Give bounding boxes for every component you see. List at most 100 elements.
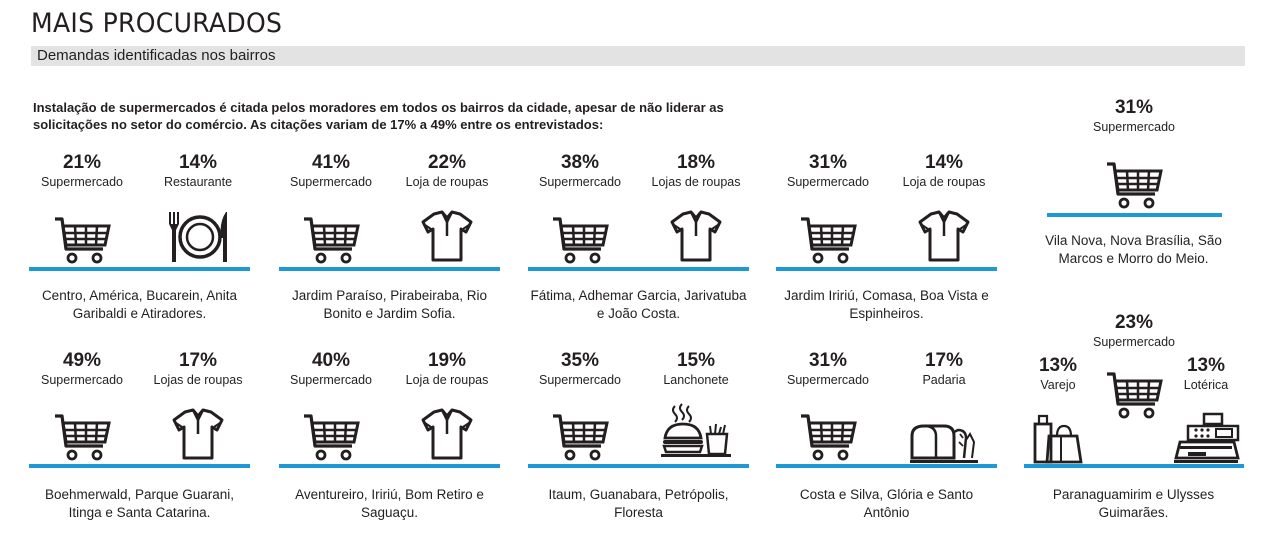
polo-shirt-icon xyxy=(419,210,475,267)
shopping-cart-icon xyxy=(799,215,857,268)
stat-item: 41% Supermercado xyxy=(271,152,391,190)
intro-text: Instalação de supermercados é citada pel… xyxy=(33,100,724,132)
shopping-cart-icon xyxy=(53,412,111,465)
stat-item: 13% Lotérica xyxy=(1146,355,1266,393)
stat-item: 35% Supermercado xyxy=(520,350,640,388)
stat-category-label: Supermercado xyxy=(539,175,621,189)
stat-item: 23% Supermercado xyxy=(1074,312,1194,350)
bread-loaf-icon xyxy=(908,418,980,469)
stat-category-label: Loja de roupas xyxy=(902,175,986,189)
stat-category-label: Padaria xyxy=(922,373,966,387)
divider-line xyxy=(29,267,250,271)
stat-item: 19% Loja de roupas xyxy=(387,350,507,388)
page-title: MAIS PROCURADOS xyxy=(31,8,283,39)
neighborhood-list: Aventureiro, Iririú, Bom Retiro e Saguaç… xyxy=(295,487,484,520)
stat-item: 31% Supermercado xyxy=(1074,97,1194,135)
polo-shirt-icon xyxy=(419,408,475,465)
neighborhood-list: Fátima, Adhemar Garcia, Jarivatuba e Joã… xyxy=(530,288,747,321)
neighborhood-list: Paranaguamirim e Ulysses Guimarães. xyxy=(1052,487,1215,520)
neighborhood-list: Vila Nova, Nova Brasília, São Marcos e M… xyxy=(1045,233,1222,266)
stat-percentage: 21% xyxy=(62,152,102,173)
stat-item: 49% Supermercado xyxy=(22,350,142,388)
stat-percentage: 23% xyxy=(1114,312,1154,333)
stat-category-label: Supermercado xyxy=(787,373,869,387)
shopping-cart-icon xyxy=(551,412,609,465)
stat-percentage: 40% xyxy=(311,350,351,371)
divider-line xyxy=(279,267,500,271)
neighborhood-list: Boehmerwald, Parque Guarani, Itinga e Sa… xyxy=(44,487,235,520)
stat-item: 38% Supermercado xyxy=(520,152,640,190)
divider-line xyxy=(776,464,997,468)
divider-line xyxy=(29,464,250,468)
page-subtitle: Demandas identificadas nos bairros xyxy=(37,47,276,64)
stat-category-label: Supermercado xyxy=(290,175,372,189)
neighborhood-list: Costa e Silva, Glória e Santo Antônio xyxy=(799,487,974,520)
stat-percentage: 41% xyxy=(311,152,351,173)
stat-category-label: Supermercado xyxy=(1093,335,1175,349)
stat-percentage: 17% xyxy=(924,350,964,371)
stat-percentage: 22% xyxy=(427,152,467,173)
shopping-cart-icon xyxy=(302,412,360,465)
stat-category-label: Varejo xyxy=(1040,378,1076,392)
stat-item: 13% Varejo xyxy=(998,355,1118,393)
divider-line xyxy=(1024,464,1244,468)
stat-percentage: 49% xyxy=(62,350,102,371)
stat-percentage: 38% xyxy=(560,152,600,173)
polo-shirt-icon xyxy=(916,210,972,267)
stat-item: 22% Loja de roupas xyxy=(387,152,507,190)
shopping-cart-icon xyxy=(53,215,111,268)
cash-register-icon xyxy=(1172,412,1240,469)
stat-item: 17% Lojas de roupas xyxy=(138,350,258,388)
divider-line xyxy=(1047,213,1222,217)
stat-percentage: 15% xyxy=(676,350,716,371)
neighborhood-list: Jardim Paraíso, Pirabeiraba, Rio Bonito … xyxy=(291,288,488,321)
polo-shirt-icon xyxy=(170,408,226,465)
stat-category-label: Loja de roupas xyxy=(405,175,489,189)
stat-percentage: 31% xyxy=(808,350,848,371)
burger-fries-icon xyxy=(659,402,733,463)
stat-percentage: 31% xyxy=(1114,97,1154,118)
stat-category-label: Lojas de roupas xyxy=(651,175,741,189)
shopping-cart-icon xyxy=(799,412,857,465)
plate-cutlery-icon xyxy=(166,210,230,269)
divider-line xyxy=(776,267,997,271)
stat-percentage: 17% xyxy=(178,350,218,371)
shopping-cart-icon xyxy=(551,215,609,268)
stat-category-label: Lojas de roupas xyxy=(153,373,243,387)
divider-line xyxy=(528,464,749,468)
neighborhood-list: Itaum, Guanabara, Petrópolis, Floresta xyxy=(548,487,729,520)
stat-percentage: 31% xyxy=(808,152,848,173)
stat-item: 14% Loja de roupas xyxy=(884,152,1004,190)
stat-category-label: Supermercado xyxy=(787,175,869,189)
stat-category-label: Supermercado xyxy=(290,373,372,387)
stat-percentage: 13% xyxy=(1038,355,1078,376)
neighborhood-list: Jardim Iririú, Comasa, Boa Vista e Espin… xyxy=(784,288,989,321)
stat-item: 17% Padaria xyxy=(884,350,1004,388)
shopping-cart-icon xyxy=(302,215,360,268)
stat-category-label: Lanchonete xyxy=(663,373,729,387)
shopping-bags-icon xyxy=(1033,410,1083,469)
stat-item: 31% Supermercado xyxy=(768,350,888,388)
stat-category-label: Restaurante xyxy=(163,175,233,189)
subtitle-band: Demandas identificadas nos bairros xyxy=(31,46,1245,66)
stat-item: 15% Lanchonete xyxy=(636,350,756,388)
stat-category-label: Lotérica xyxy=(1183,378,1229,392)
divider-line xyxy=(279,464,500,468)
shopping-cart-icon xyxy=(1105,160,1163,213)
stat-category-label: Supermercado xyxy=(41,175,123,189)
divider-line xyxy=(528,267,749,271)
polo-shirt-icon xyxy=(668,210,724,267)
stat-percentage: 14% xyxy=(924,152,964,173)
stat-percentage: 35% xyxy=(560,350,600,371)
stat-category-label: Supermercado xyxy=(539,373,621,387)
stat-category-label: Supermercado xyxy=(41,373,123,387)
stat-category-label: Supermercado xyxy=(1093,120,1175,134)
stat-item: 18% Lojas de roupas xyxy=(636,152,756,190)
neighborhood-list: Centro, América, Bucarein, Anita Garibal… xyxy=(41,288,238,321)
stat-percentage: 13% xyxy=(1186,355,1226,376)
stat-percentage: 18% xyxy=(676,152,716,173)
stat-item: 31% Supermercado xyxy=(768,152,888,190)
stat-category-label: Loja de roupas xyxy=(405,373,489,387)
stat-item: 21% Supermercado xyxy=(22,152,142,190)
stat-item: 14% Restaurante xyxy=(138,152,258,190)
